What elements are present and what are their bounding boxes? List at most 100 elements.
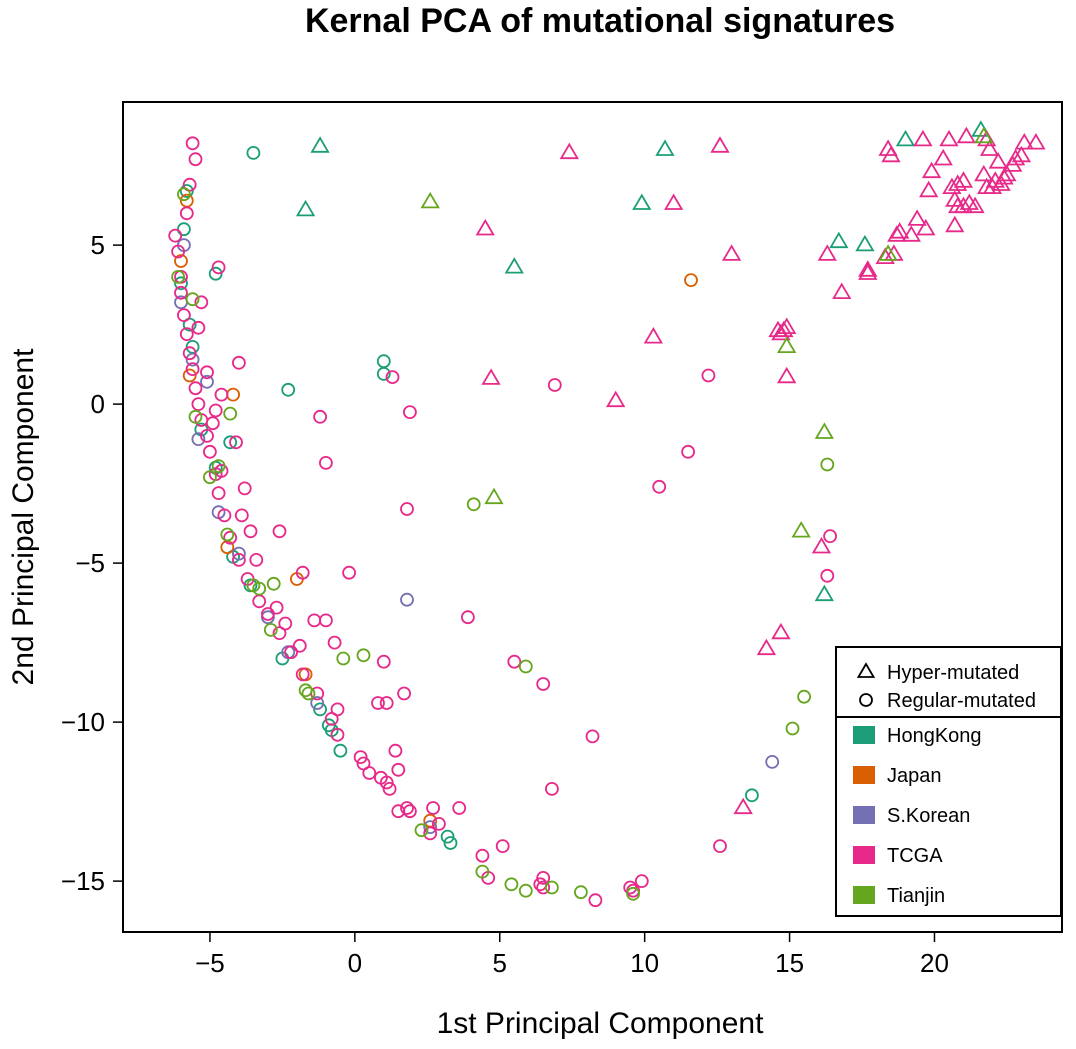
- point-regular-tcga-63: [402, 405, 417, 420]
- point-regular-tcga-134: [223, 530, 238, 545]
- point-regular-tcga-76: [376, 654, 391, 669]
- point-hyper-hongkong-6: [829, 231, 849, 249]
- point-regular-tcga-148: [179, 206, 194, 221]
- point-hyper-tcga-55: [988, 152, 1008, 169]
- point-hyper-tcga-0: [559, 142, 579, 160]
- point-regular-tcga-107: [623, 880, 638, 895]
- point-regular-tcga-85: [353, 750, 368, 764]
- legend-circle-icon: [859, 693, 873, 707]
- point-regular-hongkong-19: [443, 836, 458, 850]
- point-regular-tcga-91: [382, 782, 397, 796]
- point-regular-hongkong-18: [440, 829, 455, 844]
- point-hyper-tcga-35: [953, 196, 974, 214]
- point-regular-tcga-117: [295, 565, 310, 580]
- point-regular-tcga-99: [423, 826, 438, 841]
- point-hyper-tcga-4: [721, 244, 742, 261]
- point-hyper-tcga-38: [945, 215, 965, 233]
- point-regular-tianjin-12: [336, 651, 351, 666]
- point-regular-tianjin-34: [220, 527, 235, 542]
- point-regular-tcga-127: [191, 397, 206, 412]
- point-regular-tianjin-13: [518, 659, 533, 674]
- point-hyper-tcga-11: [777, 317, 797, 335]
- point-hyper-tcga-7: [606, 390, 626, 408]
- point-hyper-tianjin-3: [814, 422, 834, 439]
- y-tick-label-2: −5: [75, 548, 105, 578]
- point-regular-tcga-92: [545, 782, 559, 796]
- point-regular-tcga-154: [278, 616, 293, 631]
- point-regular-hongkong-24: [313, 702, 328, 717]
- point-regular-japan-5: [174, 254, 188, 268]
- legend-swatch-skorean: [853, 806, 875, 824]
- legend-swatch-tianjin: [853, 886, 875, 904]
- point-regular-tianjin-10: [785, 721, 800, 736]
- point-regular-tianjin-16: [414, 823, 429, 838]
- point-regular-tcga-93: [400, 801, 414, 815]
- point-regular-hongkong-11: [281, 382, 296, 397]
- point-regular-tcga-118: [168, 228, 183, 243]
- point-hyper-tcga-22: [881, 145, 901, 163]
- point-hyper-tcga-19: [887, 225, 907, 242]
- legend-shape-entries: Hyper-mutated Regular-mutated: [856, 662, 1036, 712]
- point-regular-tcga-152: [249, 553, 264, 567]
- point-regular-tianjin-14: [298, 683, 313, 698]
- legend-group-entries: HongKong Japan S.Korean TCGA Tianjin: [853, 725, 982, 907]
- x-axis: −5 0 5 10 15 20: [195, 932, 949, 978]
- y-tick-label-1: −10: [61, 707, 105, 737]
- point-regular-tcga-160: [208, 403, 223, 418]
- point-regular-tcga-156: [194, 295, 209, 310]
- point-regular-skorean-12: [191, 432, 206, 447]
- point-hyper-tcga-20: [890, 222, 910, 239]
- point-regular-tcga-78: [536, 677, 551, 691]
- point-regular-tcga-90: [379, 775, 394, 790]
- point-regular-tianjin-21: [574, 885, 588, 900]
- point-hyper-tianjin-6: [974, 126, 994, 144]
- point-regular-tcga-138: [260, 607, 275, 621]
- point-regular-japan-1: [226, 387, 241, 402]
- point-regular-tcga-97: [402, 804, 417, 819]
- point-regular-hongkong-13: [376, 366, 391, 381]
- y-axis: −15 −10 −5 0 5: [61, 230, 123, 896]
- x-tick-label-3: 10: [630, 948, 659, 978]
- point-regular-tcga-62: [385, 370, 400, 385]
- point-regular-tianjin-23: [223, 406, 238, 421]
- point-regular-tcga-83: [585, 729, 600, 744]
- point-hyper-tcga-40: [901, 225, 921, 242]
- point-regular-tcga-102: [713, 839, 727, 853]
- point-regular-tcga-71: [342, 565, 357, 580]
- point-regular-tcga-146: [185, 136, 200, 151]
- point-regular-tcga-115: [243, 524, 258, 539]
- point-regular-tcga-122: [176, 308, 191, 323]
- point-hyper-tcga-14: [832, 282, 852, 300]
- point-regular-hongkong-12: [376, 354, 391, 369]
- point-regular-tcga-64: [313, 409, 328, 424]
- point-regular-tcga-95: [452, 801, 467, 815]
- point-hyper-tcga-28: [921, 161, 942, 179]
- point-hyper-hongkong-4: [632, 193, 652, 210]
- point-hyper-hongkong-21: [814, 584, 834, 602]
- point-regular-tianjin-27: [252, 581, 267, 596]
- point-regular-tcga-159: [214, 387, 229, 402]
- x-axis-label: 1st Principal Component: [437, 1007, 765, 1040]
- x-tick-label-4: 15: [775, 948, 804, 978]
- point-regular-tcga-79: [397, 686, 412, 701]
- point-regular-japan-6: [182, 368, 197, 383]
- point-regular-tcga-74: [318, 613, 333, 628]
- point-regular-tcga-68: [400, 502, 414, 516]
- point-regular-tianjin-24: [211, 459, 226, 474]
- point-regular-tcga-151: [234, 508, 249, 523]
- point-regular-tcga-137: [252, 594, 267, 609]
- point-regular-skorean-1: [765, 755, 780, 769]
- point-hyper-tcga-54: [974, 164, 994, 182]
- point-regular-tcga-104: [536, 871, 551, 885]
- point-regular-tcga-121: [174, 285, 188, 300]
- point-regular-tcga-133: [217, 508, 232, 523]
- x-tick-label-1: 0: [348, 948, 362, 978]
- point-regular-skorean-11: [423, 820, 438, 834]
- point-hyper-hongkong-8: [895, 129, 916, 147]
- point-hyper-tcga-10: [774, 320, 794, 338]
- point-regular-tcga-145: [188, 152, 203, 167]
- legend: Hyper-mutated Regular-mutated HongKong Jap…: [835, 646, 1062, 917]
- point-regular-tcga-143: [324, 712, 339, 726]
- point-regular-tianjin-22: [626, 886, 640, 901]
- point-hyper-tcga-46: [994, 168, 1014, 185]
